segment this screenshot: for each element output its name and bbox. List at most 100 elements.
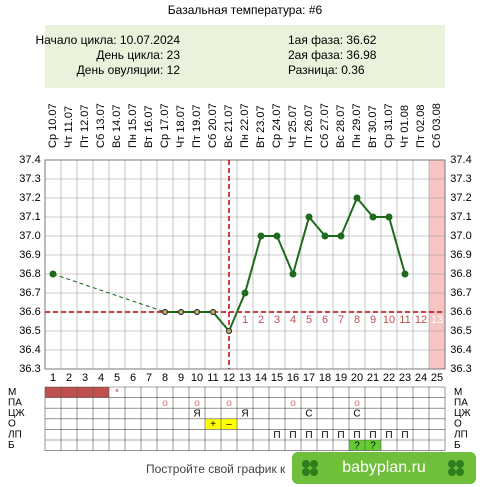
date: 18.07 bbox=[175, 105, 187, 133]
date-label: Чт 01.08 bbox=[399, 105, 411, 148]
date: 21.07 bbox=[223, 105, 235, 133]
clover-icon bbox=[302, 460, 318, 476]
phase2-day: 4 bbox=[290, 314, 296, 326]
table-cell: П bbox=[273, 430, 280, 441]
temperature-point bbox=[305, 213, 313, 221]
date: 27.07 bbox=[319, 103, 331, 131]
date: 02.08 bbox=[415, 104, 427, 132]
phase2-day: 12 bbox=[415, 314, 427, 326]
temperature-point bbox=[49, 270, 57, 278]
date-label: Сб 27.07 bbox=[319, 103, 331, 148]
y-tick-label-right: 37.1 bbox=[450, 211, 471, 223]
temperature-point bbox=[353, 194, 361, 202]
y-tick-label: 36.4 bbox=[19, 344, 40, 356]
phase2-day: 10 bbox=[383, 314, 395, 326]
date-label: Вт 30.07 bbox=[367, 105, 379, 148]
y-tick-label-right: 37.4 bbox=[450, 154, 471, 166]
weekday: Ср bbox=[383, 134, 395, 148]
info-text: Начало цикла: 10.07.2024 bbox=[35, 33, 180, 47]
weekday: Вс bbox=[335, 135, 347, 148]
phase2-day: 3 bbox=[274, 314, 280, 326]
y-tick-label: 36.7 bbox=[19, 287, 40, 299]
date-label: Сб 20.07 bbox=[207, 103, 219, 148]
info-text: 2ая фаза: 36.98 bbox=[288, 48, 377, 62]
date-label: Вт 16.07 bbox=[143, 105, 155, 148]
plot-frame bbox=[44, 159, 446, 370]
temperature-point bbox=[257, 232, 265, 240]
weekday: Сб bbox=[95, 134, 107, 148]
date-label: Сб 13.07 bbox=[95, 103, 107, 148]
date-label: Пн 22.07 bbox=[239, 103, 251, 148]
date: 20.07 bbox=[207, 103, 219, 131]
x-tick-label: 4 bbox=[98, 372, 104, 384]
table-cell: Я bbox=[193, 409, 200, 420]
phase2-day: 11 bbox=[399, 314, 410, 326]
info-box bbox=[45, 25, 445, 88]
weekday: Пн bbox=[239, 134, 251, 148]
filled-cell bbox=[77, 387, 93, 398]
weekday: Вс bbox=[223, 135, 235, 148]
y-tick-label: 36.9 bbox=[19, 249, 40, 261]
x-tick-label: 15 bbox=[271, 372, 283, 384]
date: 28.07 bbox=[335, 105, 347, 133]
x-tick-label: 24 bbox=[415, 372, 427, 384]
weekday: Вт bbox=[255, 136, 267, 148]
temperature-point bbox=[273, 232, 281, 240]
weekday: Сб bbox=[207, 134, 219, 148]
filled-cell bbox=[45, 387, 61, 398]
y-tick-label-right: 36.7 bbox=[450, 287, 471, 299]
x-tick-label: 8 bbox=[162, 372, 168, 384]
info-text: 1ая фаза: 36.62 bbox=[288, 33, 377, 47]
table-cell: – bbox=[226, 419, 232, 430]
x-tick-label: 22 bbox=[383, 372, 395, 384]
date: 17.07 bbox=[159, 103, 171, 131]
x-tick-label: 6 bbox=[130, 372, 136, 384]
date-label: Ср 24.07 bbox=[271, 103, 283, 148]
temperature-point bbox=[225, 327, 233, 335]
y-tick-label: 36.3 bbox=[19, 363, 40, 375]
phase2-day: 8 bbox=[354, 314, 360, 326]
weekday: Ср bbox=[159, 134, 171, 148]
weekday: Пт bbox=[415, 135, 427, 148]
date-label: Чт 25.07 bbox=[287, 105, 299, 148]
phase2-day: 5 bbox=[306, 314, 312, 326]
row-label-right: М bbox=[454, 387, 462, 398]
temperature-point bbox=[401, 270, 409, 278]
x-tick-label: 5 bbox=[114, 372, 120, 384]
table-cell: o bbox=[162, 398, 168, 409]
weekday: Ср bbox=[47, 134, 59, 148]
table-cell: o bbox=[354, 398, 360, 409]
date-label: Сб 03.08 bbox=[431, 103, 443, 148]
date-label: Вс 21.07 bbox=[223, 105, 235, 148]
x-tick-label: 9 bbox=[178, 372, 184, 384]
date-label: Вт 23.07 bbox=[255, 105, 267, 148]
date-label: Пт 26.07 bbox=[303, 104, 315, 148]
x-tick-label: 14 bbox=[255, 372, 267, 384]
x-tick-label: 23 bbox=[399, 372, 411, 384]
date: 23.07 bbox=[255, 105, 267, 133]
weekday: Пт bbox=[79, 135, 91, 148]
date-label: Пн 15.07 bbox=[127, 103, 139, 148]
row-label: О bbox=[8, 419, 16, 430]
temperature-line bbox=[165, 196, 406, 333]
table-cell: П bbox=[321, 430, 328, 441]
phase2-day: 7 bbox=[338, 314, 344, 326]
phase2-day: 6 bbox=[322, 314, 328, 326]
weekday: Чт bbox=[175, 136, 187, 148]
table-cell: П bbox=[305, 430, 312, 441]
date: 12.07 bbox=[79, 104, 91, 132]
y-tick-label-right: 37.3 bbox=[450, 173, 471, 185]
date-label: Ср 31.07 bbox=[383, 103, 395, 148]
highlight-column bbox=[429, 160, 445, 369]
phase2-day: 2 bbox=[258, 314, 264, 326]
date: 01.08 bbox=[399, 105, 411, 133]
y-tick-label: 37.4 bbox=[19, 154, 40, 166]
table-cell: ? bbox=[354, 440, 360, 451]
y-tick-label-right: 36.9 bbox=[450, 249, 471, 261]
y-tick-label: 37.1 bbox=[19, 211, 40, 223]
temperature-point bbox=[369, 213, 377, 221]
colored-cell bbox=[365, 440, 381, 451]
row-label: ЦЖ bbox=[8, 408, 25, 419]
